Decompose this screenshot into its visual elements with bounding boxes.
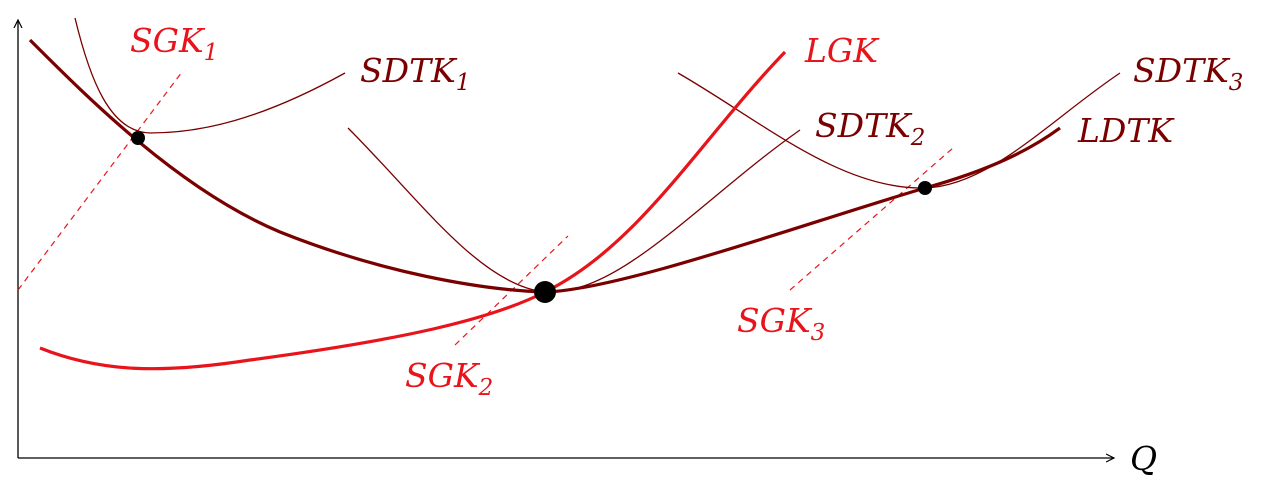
label: SDTK3 bbox=[1133, 51, 1243, 96]
label-text: SDTK bbox=[1133, 51, 1231, 90]
label: SGK1 bbox=[130, 21, 218, 66]
label-text: LGK bbox=[804, 31, 880, 70]
label-sub: 3 bbox=[811, 320, 826, 346]
label: SGK3 bbox=[737, 301, 825, 346]
sgk3-line bbox=[789, 147, 954, 291]
label-sub: 1 bbox=[456, 70, 471, 96]
label: LDTK bbox=[1077, 111, 1175, 150]
lgk-curve bbox=[39, 50, 787, 371]
tangency-point bbox=[131, 131, 145, 145]
sgk1-line bbox=[17, 71, 183, 291]
label-text: SGK bbox=[130, 21, 206, 60]
label: SGK2 bbox=[405, 356, 493, 401]
label-text: SGK bbox=[737, 301, 813, 340]
label-sub: 2 bbox=[910, 125, 926, 151]
label: LGK bbox=[804, 31, 880, 70]
label-sub: 3 bbox=[1229, 70, 1244, 96]
tangency-point bbox=[534, 281, 556, 303]
ldtk-curve bbox=[28, 38, 1061, 294]
sdtk2-curve bbox=[347, 127, 801, 293]
label-text: SGK bbox=[405, 356, 481, 395]
tangency-point bbox=[918, 181, 932, 195]
label-text: LDTK bbox=[1077, 111, 1175, 150]
label: SDTK1 bbox=[360, 51, 470, 96]
label-sub: 1 bbox=[204, 40, 219, 66]
label-text: SDTK bbox=[815, 106, 913, 145]
sdtk1-curve bbox=[74, 17, 346, 134]
label-text: SDTK bbox=[360, 51, 458, 90]
label: SDTK2 bbox=[815, 106, 925, 151]
label-sub: 2 bbox=[478, 375, 494, 401]
x-axis-label: Q bbox=[1130, 439, 1157, 478]
